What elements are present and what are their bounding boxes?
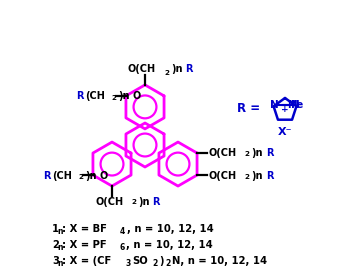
Text: 2: 2 (165, 258, 170, 268)
Text: ): ) (159, 256, 164, 266)
Text: 3: 3 (126, 258, 131, 268)
Text: N, n = 10, 12, 14: N, n = 10, 12, 14 (172, 256, 267, 266)
Text: (CH: (CH (52, 170, 72, 181)
Text: 2: 2 (164, 70, 169, 76)
Text: O: O (99, 170, 108, 181)
Text: N: N (291, 100, 300, 110)
Text: O(CH: O(CH (95, 197, 123, 207)
Text: )n: )n (118, 91, 129, 101)
Text: : X = (CF: : X = (CF (62, 256, 111, 266)
Text: , n = 10, 12, 14: , n = 10, 12, 14 (126, 240, 213, 250)
Text: O(CH: O(CH (128, 64, 156, 74)
Text: n: n (57, 227, 63, 236)
Text: R: R (186, 64, 193, 74)
Text: R =: R = (237, 101, 260, 114)
Text: )n: )n (85, 170, 96, 181)
Text: )n: )n (171, 64, 182, 74)
Text: R: R (153, 197, 160, 207)
Text: 2: 2 (244, 151, 249, 157)
Text: X⁻: X⁻ (278, 127, 292, 137)
Text: SO: SO (132, 256, 148, 266)
Text: R: R (266, 170, 273, 181)
Text: , n = 10, 12, 14: , n = 10, 12, 14 (127, 224, 214, 234)
Text: 2: 2 (244, 174, 249, 180)
Text: R: R (43, 170, 50, 181)
Text: )n: )n (251, 170, 262, 181)
Text: 1: 1 (52, 224, 59, 234)
Text: 2: 2 (131, 199, 136, 205)
Text: Me: Me (288, 100, 304, 110)
Text: 2: 2 (153, 258, 158, 268)
Text: : X = PF: : X = PF (62, 240, 107, 250)
Text: R: R (76, 91, 83, 101)
Text: +: + (281, 104, 289, 114)
Text: 2: 2 (111, 95, 116, 101)
Text: 6: 6 (120, 243, 125, 252)
Text: O(CH: O(CH (208, 170, 236, 181)
Text: : X = BF: : X = BF (62, 224, 107, 234)
Text: O(CH: O(CH (208, 148, 236, 158)
Text: n: n (57, 259, 63, 268)
Text: N: N (270, 100, 279, 110)
Text: )n: )n (138, 197, 149, 207)
Text: O: O (133, 91, 141, 101)
Text: 3: 3 (52, 256, 59, 266)
Text: 2: 2 (52, 240, 59, 250)
Text: 2: 2 (78, 174, 83, 180)
Text: 4: 4 (120, 227, 125, 235)
Text: (CH: (CH (86, 91, 105, 101)
Text: n: n (57, 243, 63, 252)
Text: )n: )n (251, 148, 262, 158)
Text: R: R (266, 148, 273, 158)
